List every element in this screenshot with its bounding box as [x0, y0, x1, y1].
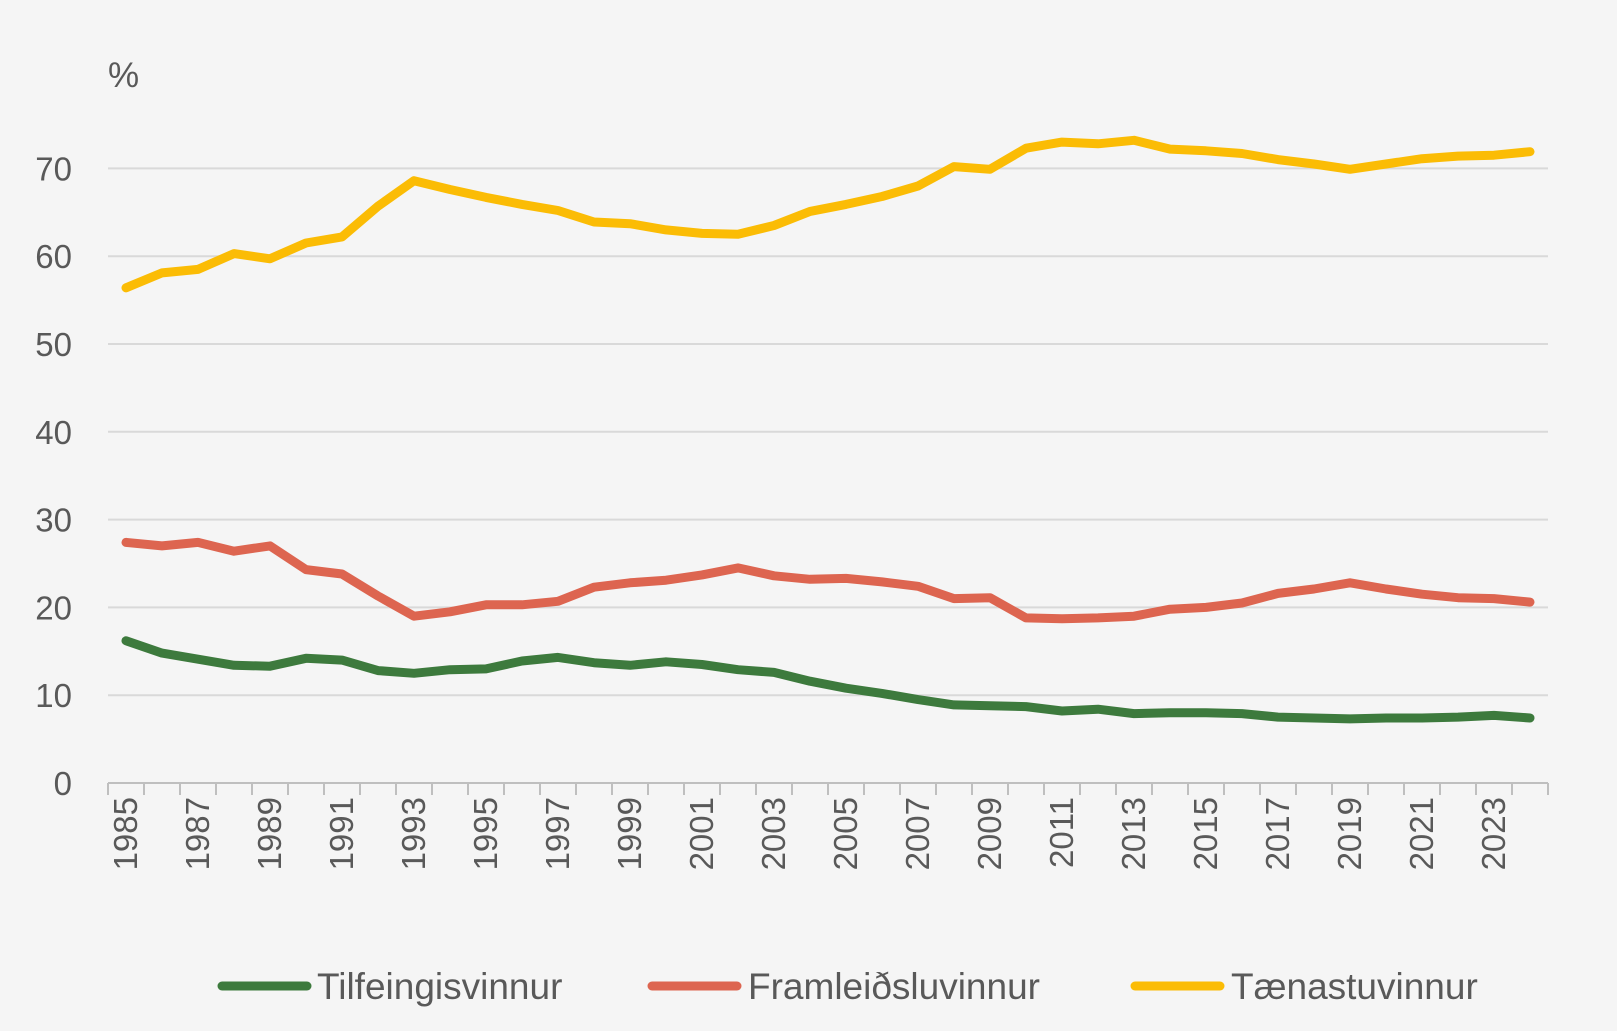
x-tick-label: 2013 — [1115, 797, 1152, 870]
y-axis-unit-label: % — [108, 56, 139, 95]
x-tick-label: 1991 — [323, 797, 360, 870]
y-tick-label: 0 — [54, 765, 72, 802]
y-tick-label: 20 — [35, 589, 72, 626]
x-tick-label: 2015 — [1187, 797, 1224, 870]
x-tick-label: 2017 — [1259, 797, 1296, 870]
series-line — [121, 135, 1535, 293]
y-tick-label: 60 — [35, 238, 72, 275]
x-tick-label: 1995 — [467, 797, 504, 870]
x-tick-label: 1987 — [179, 797, 216, 870]
legend-label: Tilfeingisvinnur — [317, 966, 562, 1007]
x-tick-label: 1989 — [251, 797, 288, 870]
x-tick-label: 2007 — [899, 797, 936, 870]
legend-label: Tænastuvinnur — [1231, 966, 1478, 1007]
x-axis: 1985 1987 1989 1991 1993 1995 1997 1999 2001 2003… — [107, 782, 1549, 870]
legend: Tilfeingisvinnur Framleiðsluvinnur Tænastu… — [217, 966, 1478, 1007]
x-tick-label: 2019 — [1331, 797, 1368, 870]
series-line — [121, 636, 1535, 724]
x-tick-label: 2005 — [827, 797, 864, 870]
x-tick-label: 1997 — [539, 797, 576, 870]
x-tick-label: 2009 — [971, 797, 1008, 870]
y-axis-ticks: 0 10 20 30 40 50 60 70 — [35, 150, 72, 802]
y-tick-label: 10 — [35, 677, 72, 714]
x-tick-label: 2011 — [1043, 797, 1080, 868]
x-tick-label: 1993 — [395, 797, 432, 870]
x-tick-label: 1985 — [107, 797, 144, 870]
y-tick-label: 30 — [35, 502, 72, 539]
y-tick-label: 70 — [35, 150, 72, 187]
x-tick-label: 1999 — [611, 797, 648, 870]
series-lines — [121, 135, 1535, 724]
x-tick-label: 2003 — [755, 797, 792, 870]
x-tick-label: 2023 — [1475, 797, 1512, 870]
legend-label: Framleiðsluvinnur — [748, 966, 1040, 1007]
gridlines — [108, 167, 1548, 697]
y-tick-label: 40 — [35, 414, 72, 451]
series-line — [121, 537, 1535, 624]
y-tick-label: 50 — [35, 326, 72, 363]
x-tick-label: 2001 — [683, 797, 720, 870]
x-tick-label: 2021 — [1403, 797, 1440, 870]
